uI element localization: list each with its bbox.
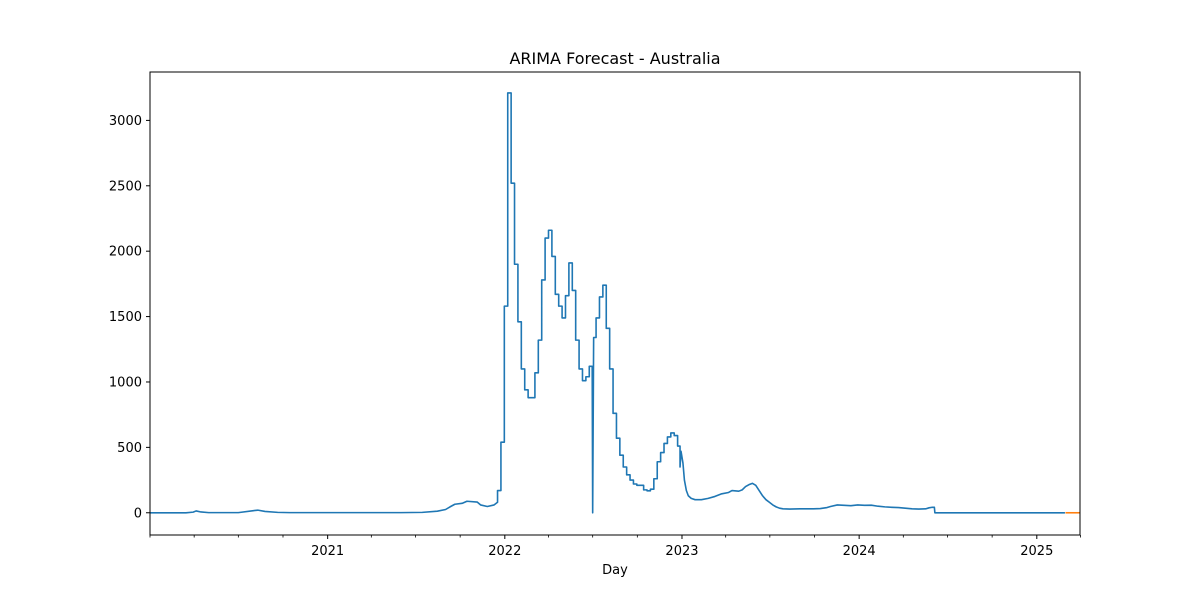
y-tick-label: 500 xyxy=(117,441,142,456)
history-series-line xyxy=(150,92,1065,514)
x-tick-label: 2021 xyxy=(311,544,344,559)
chart-title: ARIMA Forecast - Australia xyxy=(509,49,720,68)
x-axis-title: Day xyxy=(602,563,628,578)
x-tick-label: 2022 xyxy=(488,544,521,559)
y-axis: 0 500 1000 1500 2000 2500 3000 xyxy=(109,114,150,521)
y-tick-label: 3000 xyxy=(109,114,142,129)
plot-frame xyxy=(149,71,1081,536)
x-tick-label: 2023 xyxy=(665,544,698,559)
series-layer xyxy=(150,92,1080,514)
y-tick-label: 0 xyxy=(134,506,142,521)
x-axis: 2021 2022 2023 2024 2025 xyxy=(149,535,1081,559)
y-tick-label: 1000 xyxy=(109,375,142,390)
x-tick-label: 2024 xyxy=(843,544,876,559)
y-tick-label: 1500 xyxy=(109,310,142,325)
y-tick-label: 2000 xyxy=(109,245,142,260)
y-tick-label: 2500 xyxy=(109,179,142,194)
x-tick-label: 2025 xyxy=(1020,544,1053,559)
